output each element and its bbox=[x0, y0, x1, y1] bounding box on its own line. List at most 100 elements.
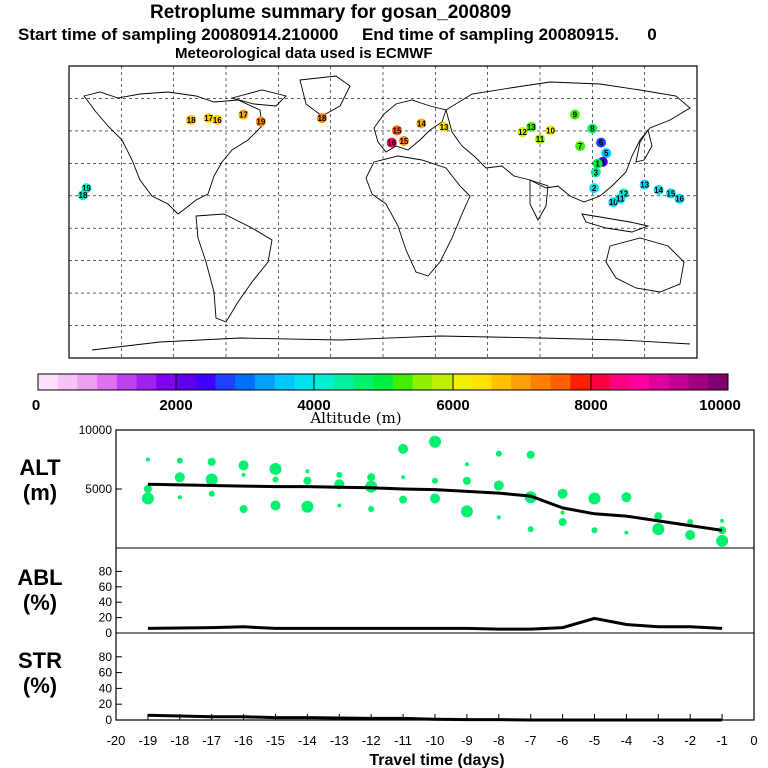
plume-day-label: 18 bbox=[79, 191, 88, 200]
alt-point bbox=[464, 462, 469, 467]
colorbar-swatch bbox=[195, 374, 216, 390]
plume-marker bbox=[592, 158, 603, 169]
colorbar-swatch bbox=[688, 374, 709, 390]
alt-unit: (m) bbox=[23, 480, 57, 505]
x-tick-label: -10 bbox=[426, 733, 445, 748]
plume-day-label: 16 bbox=[387, 139, 396, 148]
alt-point bbox=[176, 457, 183, 464]
time-panels-frame bbox=[115, 429, 755, 721]
alt-point bbox=[270, 500, 281, 511]
alt-point bbox=[208, 490, 215, 497]
alt-point bbox=[205, 473, 218, 486]
x-tick-label: -4 bbox=[621, 733, 633, 748]
alt-point bbox=[305, 469, 310, 474]
colorbar-swatch bbox=[116, 374, 138, 390]
str-label: STR bbox=[18, 648, 62, 673]
alt-point bbox=[398, 443, 409, 454]
alt-point bbox=[269, 462, 282, 475]
colorbar-swatch bbox=[215, 374, 236, 390]
alt-point bbox=[432, 477, 438, 484]
alt-point bbox=[621, 492, 632, 503]
alt-point bbox=[526, 450, 535, 459]
plume-day-label: 12 bbox=[518, 128, 527, 137]
alt-point bbox=[238, 460, 249, 471]
colorbar-swatch bbox=[609, 374, 630, 390]
plume-marker bbox=[439, 121, 450, 132]
plume-day-label: 16 bbox=[213, 116, 222, 125]
colorbar-swatch bbox=[156, 374, 177, 390]
alt-label: ALT bbox=[19, 455, 61, 480]
plume-marker bbox=[212, 114, 223, 125]
alt-point bbox=[716, 534, 729, 547]
x-tick-label: -17 bbox=[202, 733, 221, 748]
alt-point bbox=[145, 457, 150, 462]
colorbar-swatch bbox=[235, 374, 256, 390]
plume-day-label: 9 bbox=[573, 111, 578, 120]
plume-day-label: 4 bbox=[601, 158, 606, 167]
plume-day-label: 14 bbox=[654, 186, 663, 195]
colorbar-swatch bbox=[452, 374, 473, 390]
colorbar-swatches bbox=[38, 374, 729, 390]
alt-point bbox=[685, 530, 696, 541]
colorbar-swatch bbox=[353, 374, 374, 390]
alt-point bbox=[654, 512, 663, 521]
x-tick-label: -19 bbox=[139, 733, 158, 748]
abl-line bbox=[147, 616, 723, 631]
alt-point bbox=[401, 475, 406, 480]
x-tick-label: -12 bbox=[362, 733, 381, 748]
plume-day-label: 19 bbox=[256, 118, 265, 127]
x-tick-label: -11 bbox=[394, 733, 412, 748]
plume-marker bbox=[639, 179, 650, 190]
x-tick-label: -15 bbox=[266, 733, 285, 748]
alt-point bbox=[687, 519, 694, 526]
x-tick-label: -20 bbox=[107, 733, 126, 748]
plume-marker bbox=[238, 109, 249, 120]
colorbar-swatch bbox=[314, 374, 335, 390]
x-tick-label: -1 bbox=[716, 733, 728, 748]
plume-marker bbox=[589, 183, 600, 194]
sampling-times: Start time of sampling 20080914.210000 E… bbox=[18, 25, 657, 44]
x-tick-label: 0 bbox=[750, 733, 757, 748]
alt-point bbox=[430, 493, 440, 504]
alt-point bbox=[588, 492, 601, 505]
alt-point bbox=[368, 506, 375, 513]
x-tick-label: -8 bbox=[493, 733, 505, 748]
alt-point bbox=[174, 472, 185, 483]
plume-marker bbox=[526, 121, 537, 132]
alt-point bbox=[624, 530, 629, 535]
colorbar-swatch bbox=[491, 374, 512, 390]
colorbar-tick: 4000 bbox=[297, 397, 330, 414]
colorbar-tick: 6000 bbox=[436, 397, 469, 414]
alt-point bbox=[143, 485, 152, 493]
alt-point bbox=[591, 527, 598, 534]
x-tick-label: -7 bbox=[525, 733, 537, 748]
colorbar-swatch bbox=[570, 374, 591, 390]
x-tick-label: -18 bbox=[170, 733, 189, 748]
plume-day-label: 17 bbox=[204, 114, 213, 123]
plume-day-label: 11 bbox=[616, 195, 625, 204]
plume-day-label: 17 bbox=[239, 111, 248, 120]
colorbar-swatch bbox=[392, 374, 414, 390]
plume-marker bbox=[601, 148, 612, 159]
plume-day-label: 19 bbox=[82, 184, 91, 193]
plume-marker bbox=[186, 114, 197, 125]
alt-point bbox=[527, 526, 534, 533]
alt-point bbox=[720, 518, 725, 523]
x-tick-label: -2 bbox=[684, 733, 696, 748]
plume-marker bbox=[77, 190, 88, 201]
colorbar-ticks: 0 2000 4000 6000 8000 10000 bbox=[32, 397, 741, 414]
plume-day-label: 12 bbox=[619, 189, 628, 198]
y-tick-label: 0 bbox=[105, 626, 112, 640]
plume-day-label: 15 bbox=[399, 137, 408, 146]
plume-day-label: 3 bbox=[594, 168, 599, 177]
abl-label: ABL bbox=[17, 565, 62, 590]
plume-day-label: 13 bbox=[440, 123, 449, 132]
alt-point bbox=[177, 495, 182, 500]
plume-marker bbox=[596, 137, 607, 148]
altitude-colorbar: 0 2000 4000 6000 8000 10000 Altitude (m) bbox=[32, 373, 741, 427]
y-tick-label: 20 bbox=[99, 611, 113, 625]
alt-point bbox=[558, 518, 567, 527]
colorbar-swatch bbox=[176, 374, 197, 390]
colorbar-swatch bbox=[38, 374, 59, 390]
